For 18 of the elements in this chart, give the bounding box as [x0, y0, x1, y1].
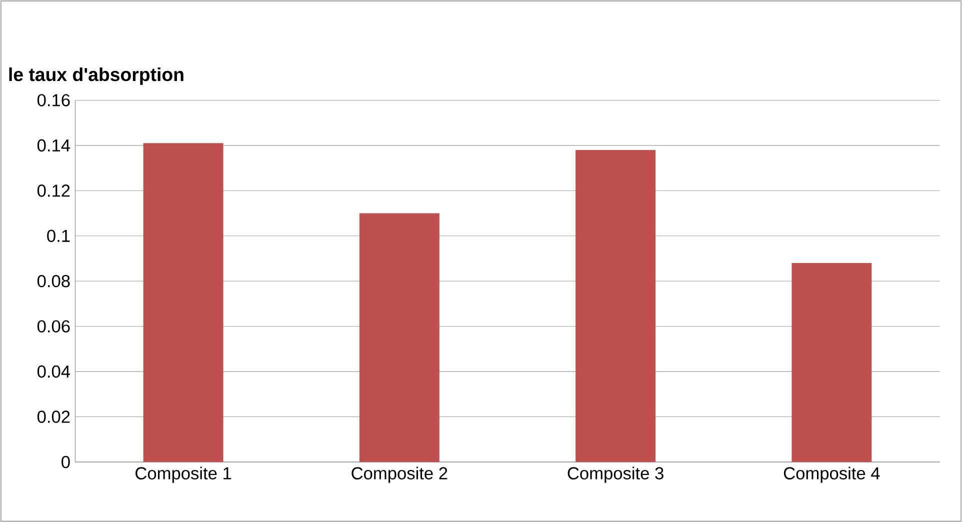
x-tick-label: Composite 2: [352, 466, 448, 483]
x-tick-label: Composite 1: [136, 466, 232, 483]
bar: [359, 213, 440, 462]
y-tick-label: 0: [62, 456, 70, 468]
x-tick-label: Composite 3: [568, 466, 664, 483]
y-tick-label: 0.14: [37, 139, 70, 152]
y-tick-label: 0.1: [47, 230, 70, 242]
y-tick-label: 0.06: [37, 320, 70, 332]
y-axis-title: le taux d'absorption: [9, 67, 184, 85]
y-tick-label: 0.02: [37, 410, 70, 423]
bar: [792, 262, 872, 462]
bar: [576, 150, 656, 462]
y-tick-label: 0.16: [37, 94, 70, 106]
y-tick-label: 0.08: [37, 274, 70, 288]
y-tick-label: 0.04: [37, 365, 70, 378]
x-tick-label: Composite 4: [784, 466, 880, 483]
y-tick-label: 0.12: [37, 184, 70, 197]
bar: [143, 143, 224, 462]
